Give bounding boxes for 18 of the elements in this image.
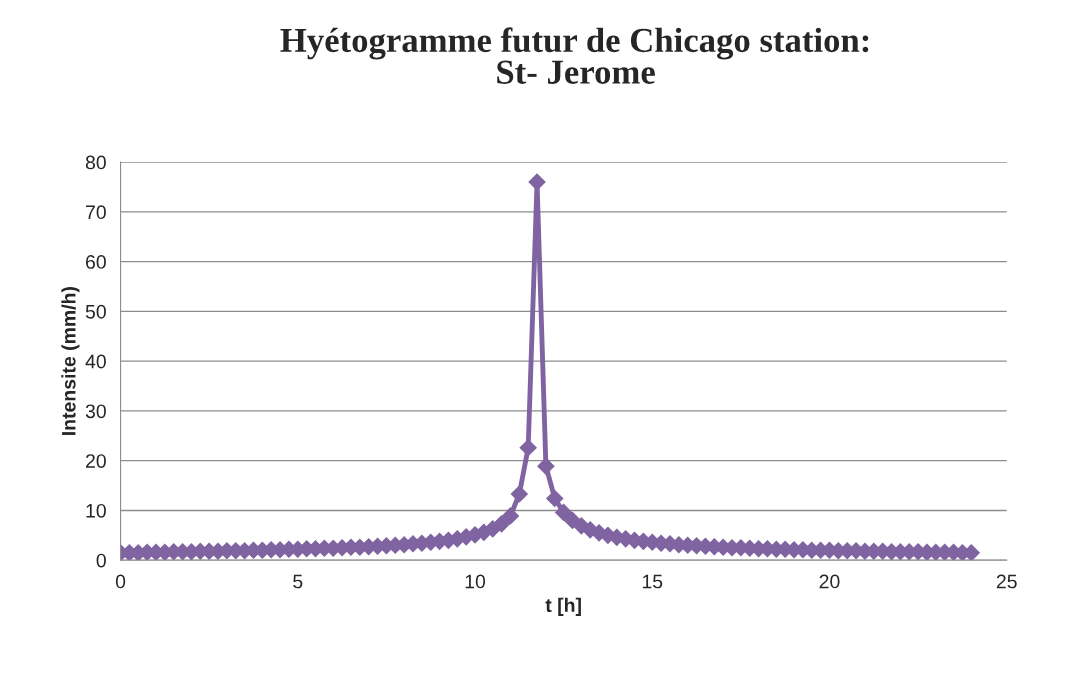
y-tick-label: 10 xyxy=(86,503,106,518)
x-tick-label: 20 xyxy=(819,574,840,589)
x-tick-label: 25 xyxy=(996,574,1017,589)
y-tick-label: 60 xyxy=(86,255,106,269)
y-tick-label: 20 xyxy=(86,454,106,468)
y-tick-label: 50 xyxy=(85,304,106,319)
y-tick-label: 70 xyxy=(86,205,106,220)
x-tick-label: 0 xyxy=(115,574,126,589)
y-tick-label: 80 xyxy=(85,155,106,170)
y-tick-label: 40 xyxy=(85,354,106,369)
y-tick-label: 0 xyxy=(96,553,106,568)
x-tick-label: 10 xyxy=(465,574,486,589)
y-tick-label: 30 xyxy=(85,404,106,419)
x-axis-title: t [h] xyxy=(545,597,581,616)
x-tick-label: 5 xyxy=(293,574,303,589)
chart-title: Hyétogramme futur de Chicago station: St- Jerome xyxy=(280,27,869,84)
x-tick-label: 15 xyxy=(642,574,663,589)
y-axis-title: Intensite (mm/h) xyxy=(61,287,80,435)
